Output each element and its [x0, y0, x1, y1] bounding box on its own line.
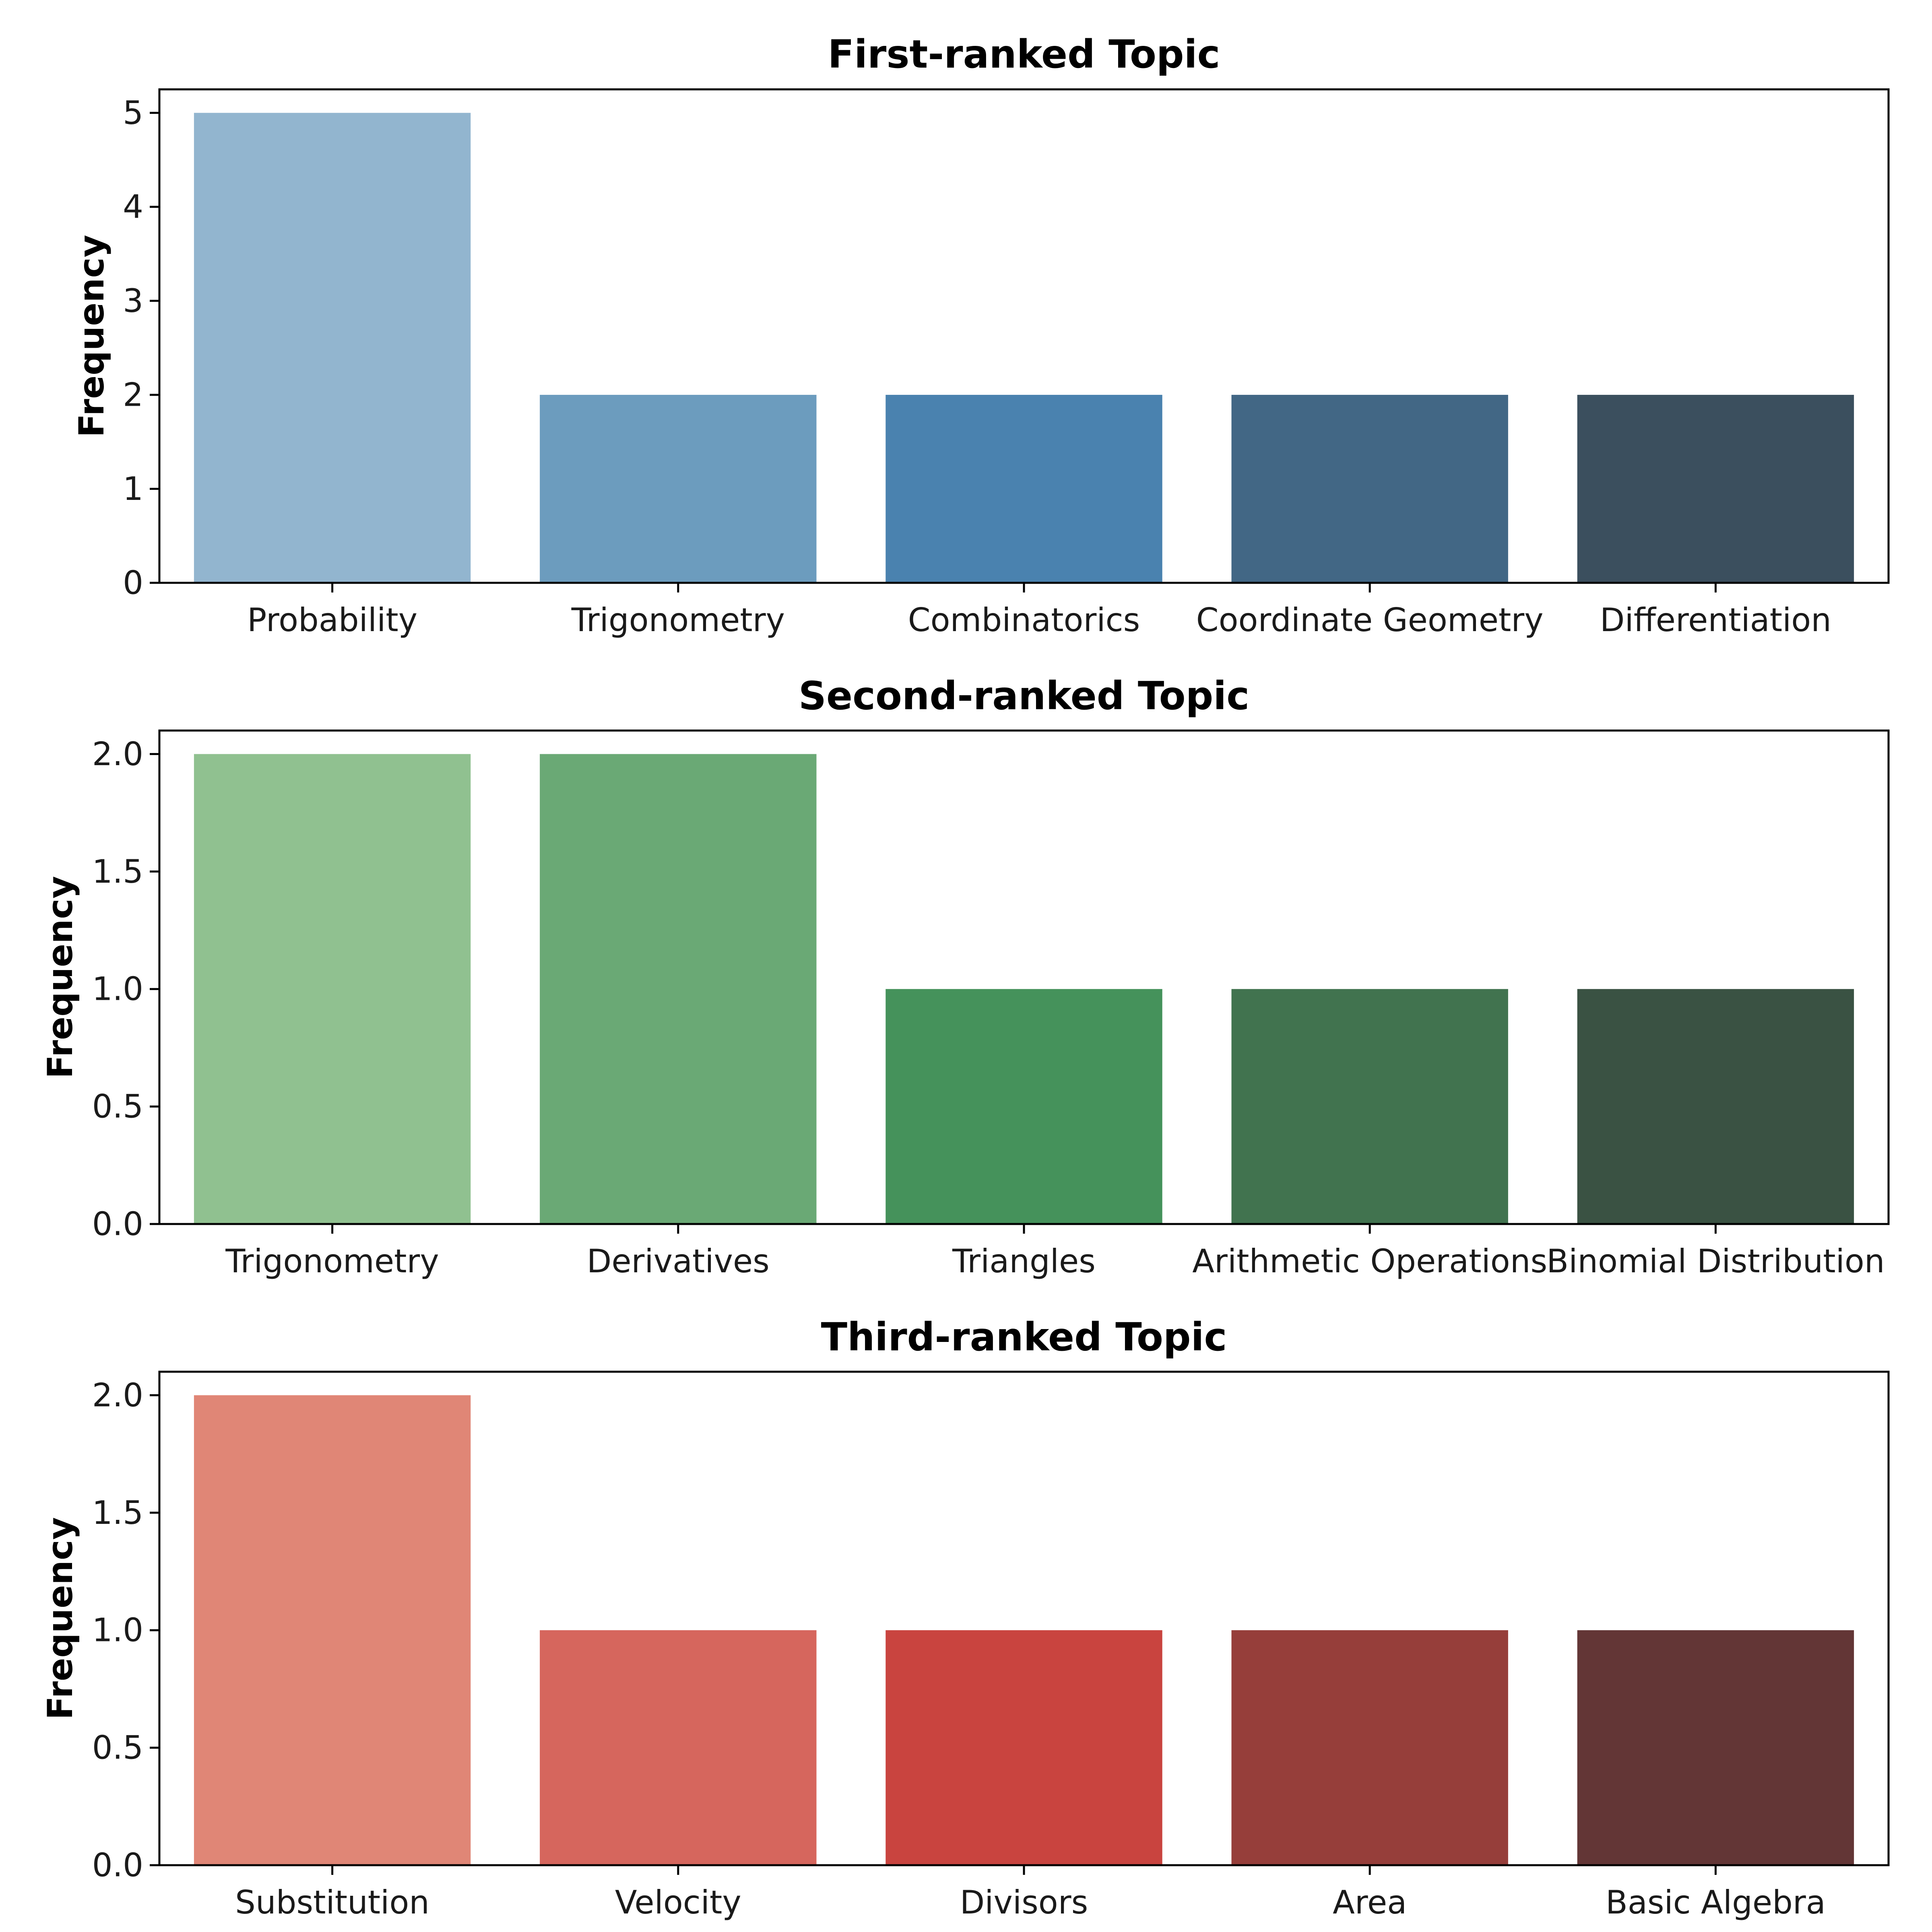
- y-tick-label: 0.0: [92, 1847, 143, 1884]
- chart-panel-1: 0 1 2 3 4 5 Probability Trigonometry Combinatori…: [72, 32, 1890, 639]
- y-tick-label: 2: [123, 376, 143, 413]
- y-tick-label: 3: [123, 282, 143, 320]
- bar-derivatives: [540, 754, 817, 1224]
- y-tick-label: 1.0: [92, 970, 143, 1008]
- bar-trigonometry: [540, 394, 817, 583]
- x-tick-label: Coordinate Geometry: [1196, 601, 1544, 639]
- x-tick-label: Trigonometry: [225, 1243, 439, 1280]
- bar-basic-algebra: [1577, 1630, 1854, 1865]
- y-tick-label: 0.5: [92, 1088, 143, 1125]
- chart-title: Second-ranked Topic: [799, 673, 1249, 718]
- chart-panel-3: 0.0 0.5 1.0 1.5 2.0 Substitution Velocity Divis…: [40, 1315, 1890, 1921]
- x-tick-label: Derivatives: [587, 1243, 770, 1280]
- y-tick-label: 0.0: [92, 1205, 143, 1243]
- y-tick-label: 1.0: [92, 1612, 143, 1649]
- y-axis-label: Frequency: [40, 1517, 80, 1719]
- chart-title: Third-ranked Topic: [821, 1315, 1227, 1360]
- y-tick-label: 0.5: [92, 1729, 143, 1767]
- y-tick-label: 1.5: [92, 1494, 143, 1532]
- bar-arithmetic-operations: [1231, 989, 1508, 1224]
- x-tick-label: Substitution: [235, 1884, 429, 1921]
- chart-panel-2: 0.0 0.5 1.0 1.5 2.0 Trigonometry Derivatives Tr…: [40, 673, 1890, 1280]
- x-tick-label: Arithmetic Operations: [1192, 1243, 1547, 1280]
- y-axis-label: Frequency: [72, 235, 112, 437]
- x-tick-label: Probability: [247, 601, 417, 639]
- y-tick-label: 1: [123, 470, 143, 508]
- bar-coordinate-geometry: [1231, 394, 1508, 583]
- bar-binomial-distribution: [1577, 989, 1854, 1224]
- bar-probability: [194, 113, 471, 583]
- y-tick-label: 2.0: [92, 1377, 143, 1414]
- bar-trigonometry: [194, 754, 471, 1224]
- x-tick-label: Basic Algebra: [1606, 1884, 1826, 1921]
- y-axis-label: Frequency: [40, 876, 80, 1078]
- x-tick-label: Velocity: [615, 1884, 741, 1921]
- x-tick-label: Trigonometry: [571, 601, 785, 639]
- bar-combinatorics: [886, 394, 1162, 583]
- y-tick-label: 2.0: [92, 735, 143, 773]
- bar-velocity: [540, 1630, 817, 1865]
- bar-divisors: [886, 1630, 1162, 1865]
- bar-area: [1231, 1630, 1508, 1865]
- bar-triangles: [886, 989, 1162, 1224]
- y-tick-label: 5: [123, 94, 143, 132]
- x-tick-label: Binomial Distribution: [1546, 1243, 1885, 1280]
- bar-differentiation: [1577, 394, 1854, 583]
- y-tick-label: 1.5: [92, 853, 143, 890]
- x-tick-label: Differentiation: [1600, 601, 1831, 639]
- x-tick-label: Triangles: [952, 1243, 1096, 1280]
- x-tick-label: Area: [1333, 1884, 1407, 1921]
- x-tick-label: Divisors: [960, 1884, 1088, 1921]
- y-tick-label: 4: [123, 188, 143, 225]
- bar-substitution: [194, 1395, 471, 1865]
- chart-title: First-ranked Topic: [828, 32, 1220, 77]
- y-tick-label: 0: [123, 564, 143, 602]
- x-tick-label: Combinatorics: [908, 601, 1140, 639]
